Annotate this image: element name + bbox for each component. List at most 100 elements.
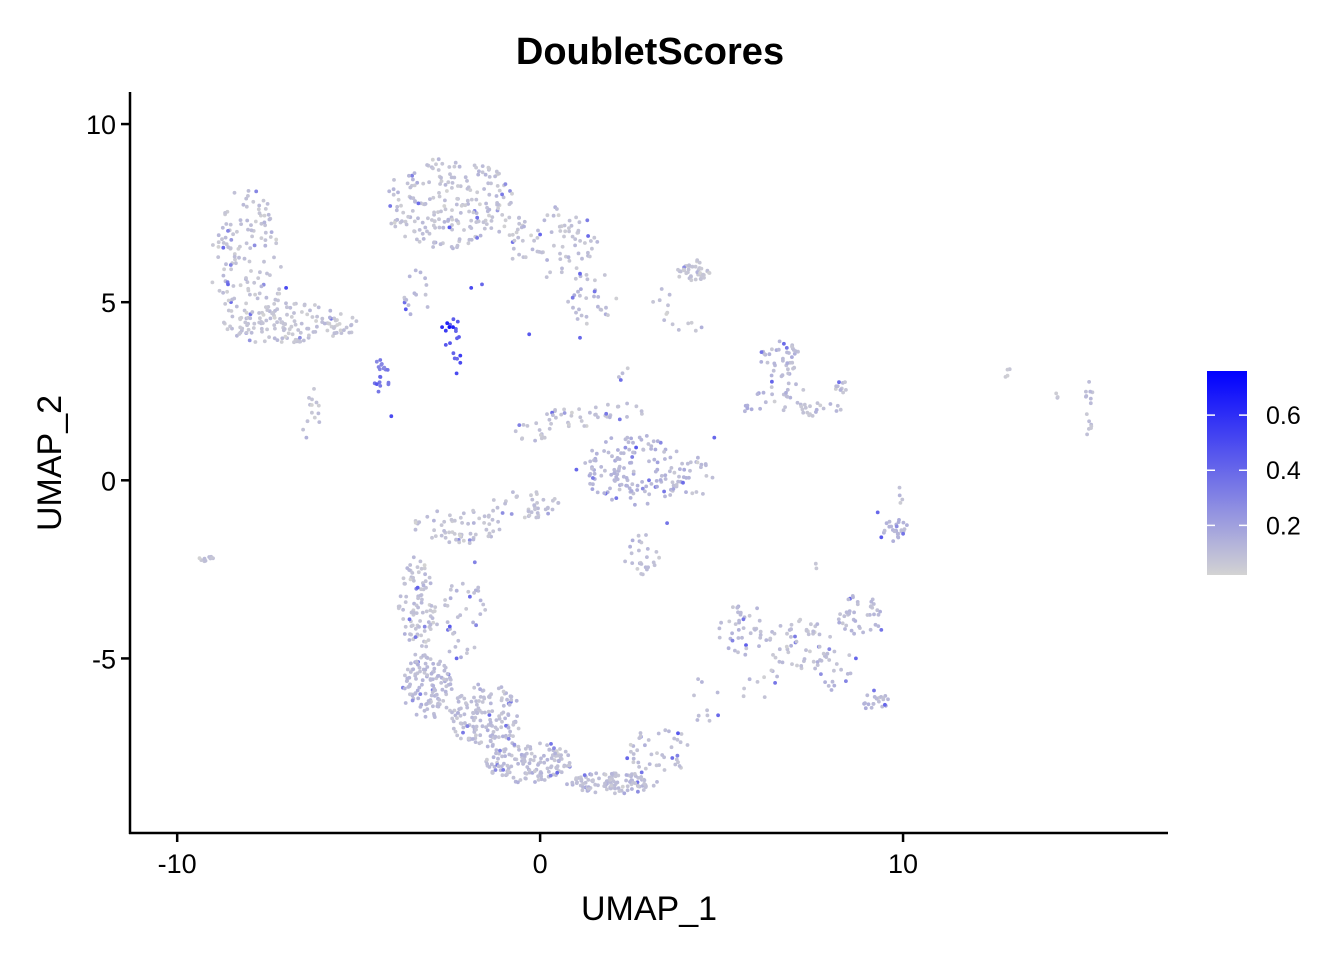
x-tick-label: 0 <box>533 849 548 879</box>
data-point <box>261 198 266 203</box>
data-point <box>316 305 321 310</box>
data-point <box>555 207 559 211</box>
data-point <box>513 429 518 434</box>
data-point <box>827 658 832 662</box>
data-point <box>815 663 820 667</box>
data-point <box>430 535 434 540</box>
data-point <box>418 705 423 709</box>
data-point <box>401 576 406 581</box>
data-point <box>471 711 476 716</box>
data-point <box>707 718 712 723</box>
data-point <box>549 230 554 235</box>
data-point <box>267 217 272 222</box>
data-point <box>515 714 519 718</box>
data-point <box>424 702 429 706</box>
data-point <box>428 197 432 202</box>
data-point <box>503 754 507 758</box>
data-point <box>785 350 789 355</box>
data-point <box>411 555 416 560</box>
data-point <box>586 250 590 255</box>
data-point <box>231 232 236 237</box>
data-point <box>264 318 269 323</box>
data-point <box>388 204 393 208</box>
data-point <box>552 243 556 248</box>
data-point <box>566 753 571 758</box>
data-point <box>238 218 243 223</box>
data-point <box>466 736 471 741</box>
data-point <box>416 570 421 575</box>
data-point <box>567 259 572 263</box>
data-point <box>504 733 508 738</box>
data-point <box>413 635 418 639</box>
data-point <box>450 217 455 222</box>
data-point <box>228 263 233 267</box>
data-point <box>423 572 427 577</box>
data-point <box>682 467 687 472</box>
data-point <box>426 699 431 703</box>
data-point <box>432 518 436 523</box>
data-point <box>737 618 741 623</box>
data-point <box>699 325 704 330</box>
data-point <box>513 757 517 761</box>
data-point <box>547 748 552 752</box>
data-point <box>310 315 315 319</box>
data-point <box>246 189 251 193</box>
data-point <box>649 447 653 451</box>
data-point <box>794 639 799 644</box>
data-point <box>463 203 468 208</box>
data-point <box>1005 373 1010 378</box>
data-point <box>844 388 848 392</box>
data-point <box>726 646 731 651</box>
data-point <box>758 633 763 637</box>
data-point <box>757 644 761 648</box>
data-point <box>506 725 511 730</box>
data-point <box>496 735 501 739</box>
data-point <box>727 619 732 624</box>
legend-colorbar <box>1207 371 1247 575</box>
data-point <box>533 780 537 784</box>
data-point <box>688 468 692 473</box>
data-point <box>419 600 424 605</box>
data-point <box>552 758 557 763</box>
data-point <box>551 413 555 417</box>
data-point <box>617 375 621 379</box>
data-point <box>609 472 614 477</box>
data-point <box>612 471 617 476</box>
data-point <box>493 768 498 772</box>
data-point <box>542 753 546 758</box>
data-point <box>900 497 905 502</box>
data-point <box>392 178 396 182</box>
data-point <box>420 610 425 615</box>
data-point <box>627 447 632 452</box>
data-point <box>590 246 594 251</box>
data-point <box>487 192 492 197</box>
data-point <box>501 734 505 739</box>
data-point <box>604 440 608 444</box>
data-point <box>459 203 464 208</box>
data-point <box>455 336 459 341</box>
data-point <box>232 190 237 195</box>
data-point <box>482 187 486 191</box>
data-point <box>614 296 619 301</box>
data-point <box>795 663 799 668</box>
data-point <box>510 232 515 237</box>
data-point <box>508 733 512 738</box>
data-point <box>770 347 774 352</box>
data-point <box>558 747 562 751</box>
data-point <box>263 243 268 248</box>
data-point <box>479 740 484 745</box>
data-point <box>645 501 650 506</box>
data-point <box>432 528 436 533</box>
data-point <box>591 482 595 487</box>
data-point <box>530 247 535 252</box>
data-point <box>480 170 485 175</box>
data-point <box>432 210 436 215</box>
data-point <box>522 219 527 224</box>
data-point <box>574 266 579 270</box>
data-point <box>731 605 735 609</box>
data-point <box>302 303 307 308</box>
data-point <box>697 260 702 265</box>
data-point <box>503 182 508 187</box>
data-point <box>596 295 601 299</box>
data-point <box>652 457 657 462</box>
